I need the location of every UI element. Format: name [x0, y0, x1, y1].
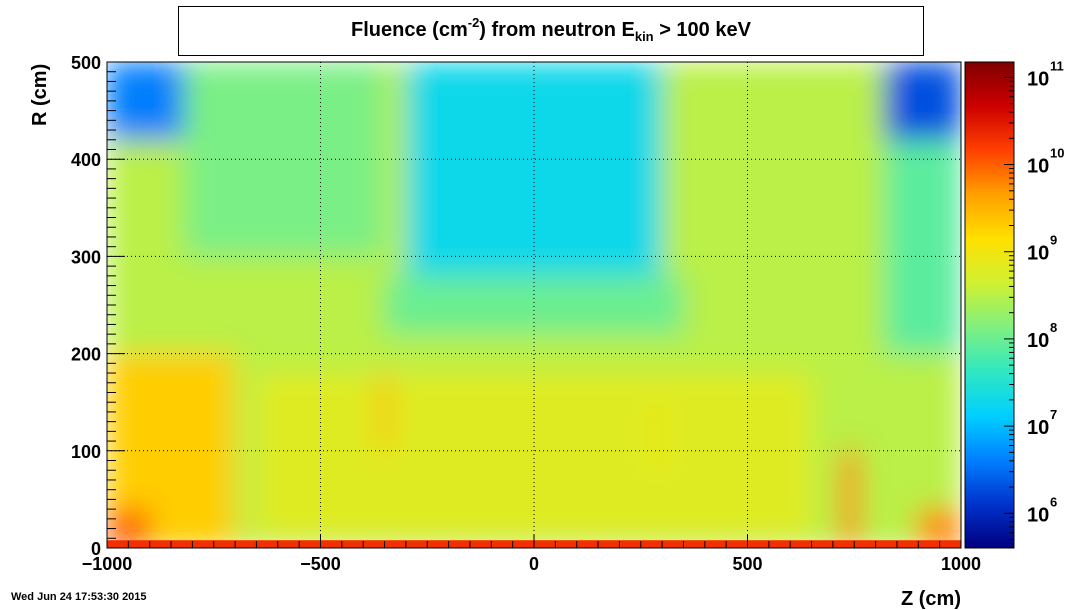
x-tick-label: 500 — [732, 554, 762, 574]
title-box: Fluence (cm-2) from neutron Ekin > 100 k… — [178, 6, 924, 56]
y-tick-label: 0 — [91, 539, 101, 559]
x-tick-label: 0 — [529, 554, 539, 574]
heatmap-cell — [405, 62, 663, 276]
x-tick-label: −1000 — [82, 554, 133, 574]
x-tick-label: −500 — [300, 554, 341, 574]
axis-layer: −1000 −500 0 500 1000 0 100 200 300 400 500 — [71, 53, 981, 574]
heatmap-cell — [183, 62, 385, 257]
chart-title: Fluence (cm-2) from neutron Ekin > 100 k… — [179, 15, 923, 44]
x-axis-label: Z (cm) — [901, 588, 961, 610]
y-tick-label: 100 — [71, 442, 101, 462]
colorbar-tick-exponent: 9 — [1050, 233, 1057, 248]
y-tick-label: 200 — [71, 345, 101, 365]
y-tick-label: 400 — [71, 150, 101, 170]
title-middle: ) from neutron E — [479, 19, 635, 41]
heatmap-cell — [841, 450, 859, 548]
heatmap-cell — [378, 373, 391, 451]
y-tick-label: 300 — [71, 247, 101, 267]
colorbar-tick-label: 10 — [1027, 243, 1049, 265]
heatmap-cell — [384, 275, 684, 335]
grid-layer — [107, 62, 961, 548]
colorbar-gradient — [964, 61, 1015, 549]
heatmap-cell — [884, 139, 961, 354]
title-prefix: Fluence (cm — [351, 19, 468, 41]
y-tick-label: 500 — [71, 53, 101, 73]
timestamp: Wed Jun 24 17:53:30 2015 — [11, 591, 147, 603]
title-superscript: -2 — [467, 15, 480, 30]
heatmap-cell — [653, 402, 663, 471]
title-suffix: > 100 keV — [653, 19, 751, 41]
colorbar-tick-label: 10 — [1027, 504, 1049, 526]
heatmap-cell — [884, 62, 961, 140]
colorbar-tick-label: 10 — [1027, 68, 1049, 90]
colorbar-tick-label: 10 — [1027, 156, 1049, 178]
x-tick-label: 1000 — [941, 554, 981, 574]
colorbar-tick-label: 10 — [1027, 330, 1049, 352]
y-axis-label: R (cm) — [29, 64, 51, 126]
colorbar-tick-exponent: 6 — [1050, 494, 1057, 509]
heatmap-cell — [107, 62, 184, 140]
title-subscript: kin — [634, 29, 654, 44]
colorbar-tick-exponent: 7 — [1050, 407, 1057, 422]
colorbar-tick-exponent: 8 — [1050, 320, 1057, 335]
colorbar-tick-label: 10 — [1027, 417, 1049, 439]
colorbar-tick-exponent: 10 — [1050, 146, 1064, 161]
colorbar-tick-exponent: 11 — [1050, 58, 1064, 73]
heatmap-cell — [256, 373, 812, 539]
